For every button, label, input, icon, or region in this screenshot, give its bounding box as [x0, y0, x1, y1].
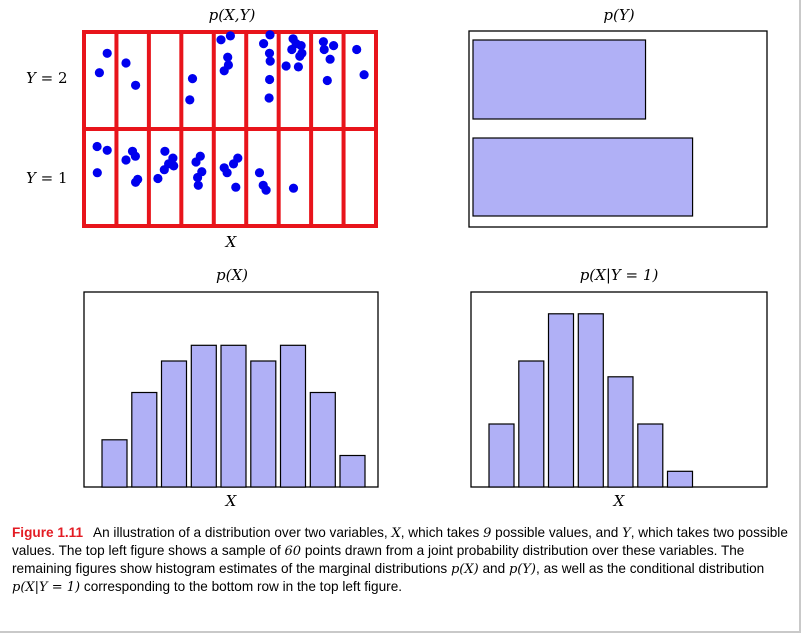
- px-bar: [339, 454, 366, 488]
- joint-scatter-point: [265, 30, 275, 40]
- joint-scatter-point: [288, 183, 299, 193]
- y2-row-var: Y: [26, 69, 36, 87]
- conditional-bar: [518, 360, 545, 488]
- joint-scatter-point: [216, 35, 226, 45]
- joint-scatter-point: [223, 52, 233, 62]
- conditional-bar: [666, 470, 694, 488]
- joint-scatter-point: [319, 44, 329, 55]
- px-bar: [131, 391, 158, 488]
- conditional-chart-title: p(X|Y = 1): [579, 266, 659, 284]
- joint-scatter-point: [191, 157, 201, 167]
- y2-row-value: = 2: [35, 69, 68, 87]
- caption-math-7: p(X|Y = 1): [12, 580, 81, 595]
- px-x-axis-label: X: [225, 492, 237, 510]
- joint-scatter-point: [265, 74, 275, 85]
- joint-scatter-point: [187, 74, 198, 84]
- px-bar: [220, 344, 247, 488]
- joint-scatter-point: [329, 41, 339, 51]
- y1-row-value: = 1: [35, 169, 68, 187]
- joint-scatter-point: [94, 68, 104, 78]
- joint-scatter-point: [264, 93, 274, 103]
- joint-scatter-point: [102, 145, 112, 155]
- joint-scatter-point: [293, 62, 303, 72]
- px-chart-title: p(X): [216, 266, 248, 284]
- y1-row-label: Y = 1: [26, 169, 68, 187]
- joint-scatter-point: [291, 39, 301, 49]
- px-bar: [101, 439, 128, 488]
- px-bar: [309, 391, 336, 488]
- y2-row-label: Y = 2: [26, 69, 68, 87]
- joint-scatter-point: [185, 95, 195, 105]
- caption-text-4: , which takes two possible values. The t…: [12, 525, 788, 558]
- caption-text-7: , as well as the conditional distributio…: [536, 561, 765, 576]
- joint-scatter-point: [133, 174, 143, 184]
- caption-text-3: possible values, and: [491, 525, 623, 540]
- joint-scatter-point: [102, 48, 112, 58]
- joint-scatter-point: [259, 39, 269, 49]
- joint-scatter-point: [193, 172, 203, 183]
- joint-x-axis-label: X: [225, 233, 237, 251]
- joint-scatter-point: [193, 180, 203, 190]
- caption-text-2: , which takes: [400, 525, 484, 540]
- joint-scatter-point: [325, 54, 335, 64]
- caption-math-6: p(Y): [508, 562, 537, 577]
- conditional-bar: [577, 313, 604, 488]
- py-chart-title: p(Y): [603, 6, 635, 24]
- caption-math-1: X: [391, 526, 401, 541]
- joint-scatter-point: [295, 51, 305, 61]
- joint-scatter-point: [254, 168, 265, 178]
- joint-scatter-point: [233, 153, 243, 163]
- caption-text-6: and: [478, 561, 509, 576]
- joint-scatter-point: [265, 56, 275, 66]
- joint-scatter-point: [121, 58, 131, 68]
- joint-scatter-point: [159, 165, 169, 175]
- joint-scatter-point: [92, 168, 102, 178]
- joint-scatter-point: [322, 75, 332, 86]
- joint-scatter-point: [318, 37, 328, 47]
- joint-scatter-point: [121, 155, 131, 165]
- joint-scatter-point: [264, 48, 275, 58]
- joint-scatter-point: [222, 168, 232, 178]
- joint-scatter-point: [130, 151, 140, 161]
- joint-scatter-point: [160, 146, 170, 156]
- charts-canvas: [82, 30, 768, 488]
- joint-scatter-point: [219, 66, 229, 76]
- caption-math-2: 9: [483, 526, 492, 541]
- caption-text-1: An illustration of a distribution over t…: [93, 525, 392, 540]
- py-bar: [472, 137, 694, 217]
- conditional-bar: [637, 423, 664, 488]
- joint-scatter-point: [131, 80, 141, 90]
- caption-text-5: points drawn from a joint probability di…: [12, 543, 745, 576]
- joint-scatter-point: [231, 182, 241, 192]
- py-bar: [472, 39, 647, 120]
- px-bar: [250, 360, 277, 488]
- joint-scatter-point: [225, 31, 235, 41]
- px-bar: [279, 344, 307, 488]
- figure-caption: Figure 1.11 An illustration of a distribu…: [12, 524, 788, 596]
- conditional-bar: [607, 376, 634, 488]
- joint-chart-title: p(X,Y): [208, 6, 256, 24]
- joint-scatter-point: [258, 180, 268, 190]
- caption-math-3: Y: [622, 526, 631, 541]
- conditional-bar: [547, 313, 575, 488]
- joint-scatter-point: [352, 44, 362, 55]
- caption-text-8: corresponding to the bottom row in the t…: [80, 579, 403, 594]
- px-bar: [160, 360, 188, 488]
- figure-label: Figure 1.11: [12, 525, 84, 540]
- conditional-x-axis-label: X: [613, 492, 625, 510]
- joint-scatter-point: [359, 70, 369, 80]
- y1-row-var: Y: [26, 169, 36, 187]
- caption-math-4: 60: [284, 544, 302, 559]
- joint-scatter-point: [153, 173, 163, 184]
- conditional-bar: [488, 423, 515, 488]
- joint-scatter-point: [281, 61, 291, 71]
- caption-math-5: p(X): [450, 562, 479, 577]
- joint-scatter-point: [92, 141, 102, 152]
- px-bar: [190, 344, 217, 488]
